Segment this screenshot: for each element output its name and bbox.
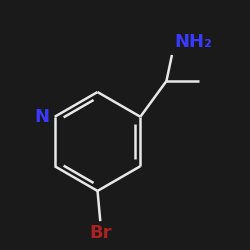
Text: N: N: [34, 108, 49, 126]
Text: NH₂: NH₂: [175, 33, 212, 51]
Text: Br: Br: [89, 224, 112, 242]
